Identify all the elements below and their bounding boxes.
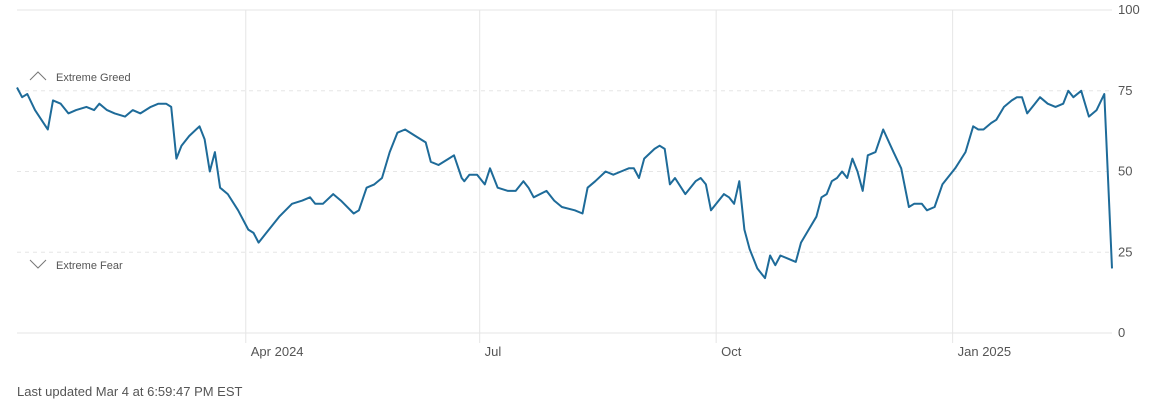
y-tick-label: 75: [1118, 83, 1132, 98]
x-tick-label: Jan 2025: [958, 344, 1012, 359]
x-tick-label: Jul: [485, 344, 502, 359]
y-tick-label: 0: [1118, 325, 1125, 340]
extreme-greed-label: Extreme Greed: [56, 72, 131, 84]
last-updated-text: Last updated Mar 4 at 6:59:47 PM EST: [17, 384, 243, 399]
band-label-layer: Extreme Greed Extreme Fear: [29, 71, 131, 272]
x-tick-label: Oct: [721, 344, 742, 359]
extreme-fear-label: Extreme Fear: [56, 260, 123, 272]
chevron-up-icon: [29, 71, 47, 81]
y-tick-label: 25: [1118, 244, 1132, 259]
chevron-down-icon: [29, 259, 47, 269]
y-tick-label: 100: [1118, 2, 1140, 17]
line-layer: [16, 87, 1113, 280]
y-tick-label: 50: [1118, 164, 1132, 179]
series-line: [16, 87, 1113, 280]
axis-layer: 0 25 50 75 100 Apr 2024 Jul Oct Jan 2025: [251, 2, 1140, 359]
x-tick-label: Apr 2024: [251, 344, 304, 359]
